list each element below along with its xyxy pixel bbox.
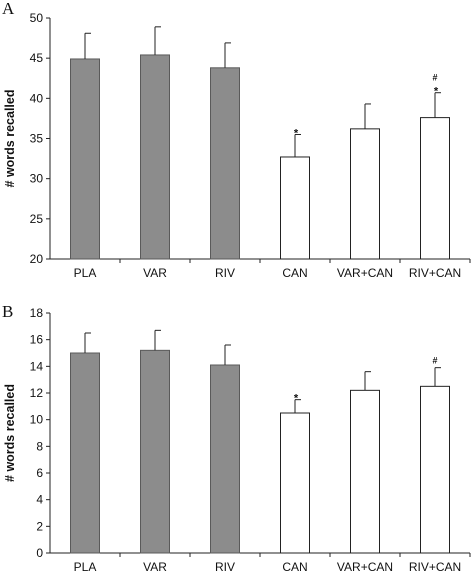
- x-tick-label: RIV+CAN: [409, 560, 461, 573]
- y-tick-label: 25: [30, 212, 44, 226]
- significance-marker: #: [432, 73, 437, 83]
- y-tick-label: 10: [30, 413, 44, 427]
- significance-marker: *: [294, 393, 299, 405]
- significance-marker: #: [432, 356, 437, 366]
- bar-var-can: [350, 128, 380, 260]
- bar-var: [140, 54, 170, 260]
- bar-riv: [210, 67, 240, 260]
- y-axis-label: # words recalled: [3, 384, 17, 482]
- panel-letter: B: [2, 302, 13, 321]
- x-tick-label: VAR: [143, 560, 167, 573]
- panel-letter: A: [2, 0, 15, 18]
- y-tick-label: 4: [36, 493, 43, 507]
- x-tick-label: CAN: [282, 266, 307, 280]
- significance-marker: *: [434, 86, 439, 98]
- x-tick-label: PLA: [74, 266, 97, 280]
- y-tick-label: 12: [30, 386, 44, 400]
- y-tick-label: 8: [36, 439, 43, 453]
- bar-pla: [70, 58, 100, 260]
- y-tick-label: 45: [30, 51, 44, 65]
- y-tick-label: 16: [30, 333, 44, 347]
- x-tick-label: VAR+CAN: [337, 266, 393, 280]
- bar-var-can: [350, 389, 380, 554]
- bar-can: [280, 156, 310, 260]
- chart-panel-b: B # words recalled 0 2 4 6 8 10 12 14 16 18 PLA VAR RI…: [2, 302, 471, 573]
- x-tick-label: CAN: [282, 560, 307, 573]
- bar-var: [140, 349, 170, 554]
- x-tick-label: VAR+CAN: [337, 560, 393, 573]
- chart-panel-a: A # words recalled 20 25 30 35 40 45 50 PLA VAR RIV…: [2, 0, 471, 280]
- bar-pla: [70, 352, 100, 554]
- x-tick-label: RIV: [215, 560, 235, 573]
- y-tick-label: 2: [36, 519, 43, 533]
- bar-riv: [210, 364, 240, 554]
- bar-riv-can: [420, 385, 450, 554]
- bar-riv-can: [420, 117, 450, 260]
- y-tick-label: 20: [30, 252, 44, 266]
- x-tick-label: RIV: [215, 266, 235, 280]
- bar-can: [280, 412, 310, 554]
- y-tick-label: 30: [30, 172, 44, 186]
- x-tick-label: RIV+CAN: [409, 266, 461, 280]
- x-tick-label: PLA: [74, 560, 97, 573]
- y-tick-label: 14: [30, 359, 44, 373]
- y-tick-label: 50: [30, 11, 44, 25]
- y-tick-label: 6: [36, 466, 43, 480]
- significance-marker: *: [294, 127, 299, 139]
- y-tick-label: 18: [30, 306, 44, 320]
- y-tick-label: 0: [36, 546, 43, 560]
- y-tick-label: 40: [30, 91, 44, 105]
- y-tick-label: 35: [30, 132, 44, 146]
- y-axis-label: # words recalled: [3, 90, 17, 188]
- x-tick-label: VAR: [143, 266, 167, 280]
